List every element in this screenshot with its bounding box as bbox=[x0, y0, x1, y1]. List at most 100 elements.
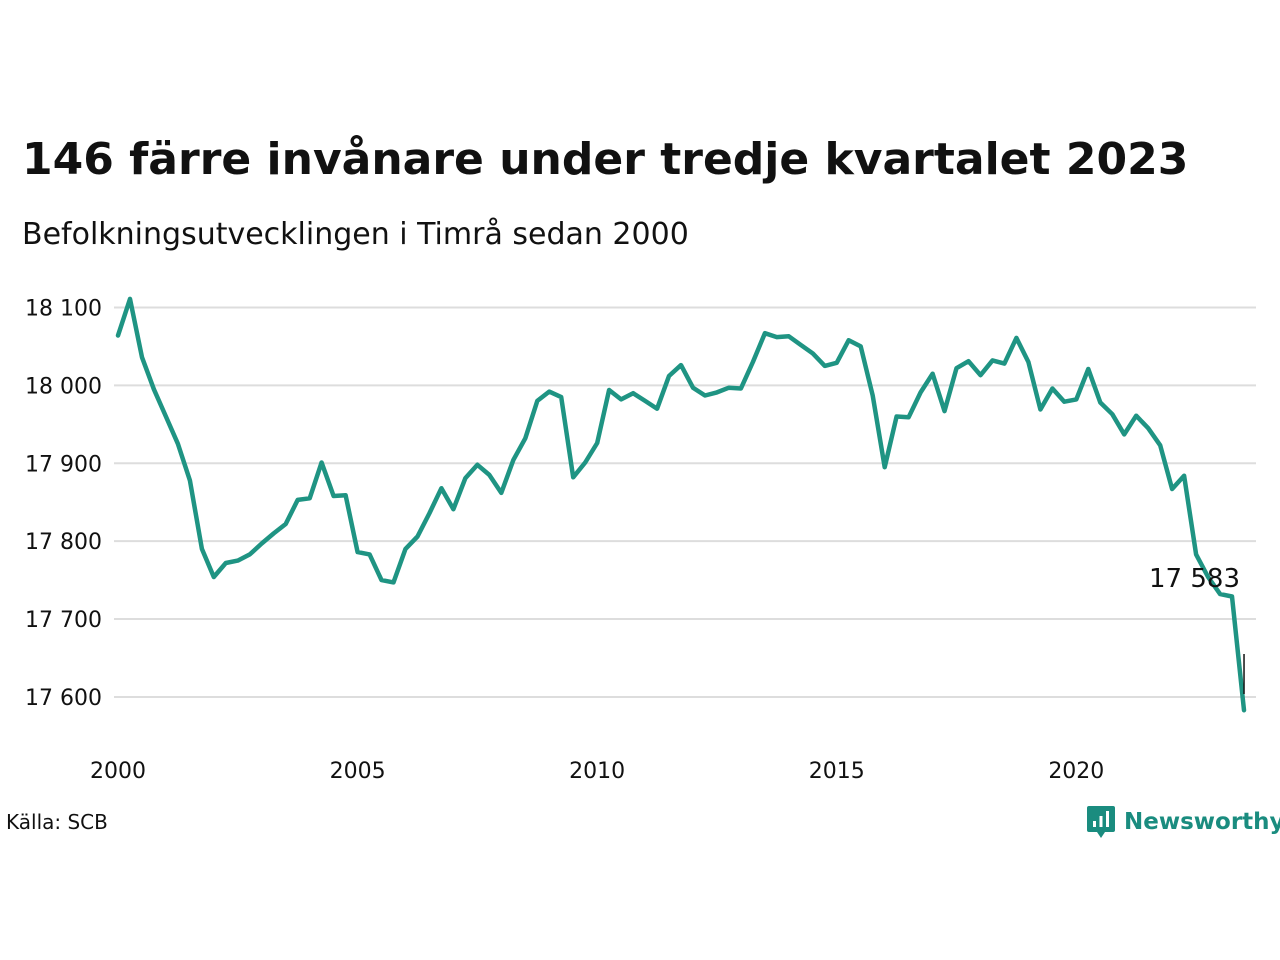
gridlines bbox=[114, 306, 1256, 698]
data-point bbox=[860, 345, 862, 347]
data-point bbox=[237, 560, 239, 562]
brand-name: Newsworthy bbox=[1124, 809, 1280, 835]
data-point bbox=[129, 298, 131, 300]
data-point bbox=[1219, 593, 1221, 595]
data-point bbox=[1147, 427, 1149, 429]
data-point bbox=[440, 487, 442, 489]
x-tick-label: 2005 bbox=[330, 759, 386, 784]
data-point bbox=[824, 365, 826, 367]
data-point bbox=[345, 494, 347, 496]
data-point bbox=[1087, 368, 1089, 370]
data-point bbox=[1171, 488, 1173, 490]
data-point bbox=[560, 396, 562, 398]
bar-chart-badge-icon bbox=[1087, 806, 1115, 838]
data-point bbox=[596, 442, 598, 444]
data-point bbox=[1111, 413, 1113, 415]
x-tick-label: 2015 bbox=[809, 759, 865, 784]
data-point bbox=[896, 416, 898, 418]
data-point bbox=[464, 477, 466, 479]
data-point bbox=[1027, 361, 1029, 363]
data-point bbox=[956, 367, 958, 369]
data-point bbox=[452, 508, 454, 510]
data-point bbox=[979, 374, 981, 376]
y-tick-label: 17 800 bbox=[25, 530, 102, 555]
data-point bbox=[1159, 444, 1161, 446]
data-point bbox=[812, 352, 814, 354]
y-tick-label: 17 700 bbox=[25, 608, 102, 633]
data-point bbox=[1099, 402, 1101, 404]
data-point bbox=[1243, 709, 1245, 711]
data-point bbox=[261, 542, 263, 544]
data-point bbox=[428, 512, 430, 514]
data-point bbox=[404, 548, 406, 550]
data-point bbox=[153, 388, 155, 390]
series-line bbox=[115, 296, 1247, 713]
data-point bbox=[1039, 409, 1041, 411]
data-point bbox=[572, 476, 574, 478]
data-point bbox=[704, 394, 706, 396]
data-point bbox=[1231, 595, 1233, 597]
data-point bbox=[944, 410, 946, 412]
data-point bbox=[656, 408, 658, 410]
y-tick-label: 18 000 bbox=[25, 374, 102, 399]
data-point bbox=[321, 461, 323, 463]
data-point bbox=[728, 387, 730, 389]
data-point bbox=[1195, 553, 1197, 555]
data-point bbox=[692, 387, 694, 389]
data-point bbox=[632, 392, 634, 394]
data-point bbox=[1015, 337, 1017, 339]
data-point bbox=[381, 579, 383, 581]
data-point bbox=[333, 495, 335, 497]
data-point bbox=[584, 461, 586, 463]
data-point bbox=[1075, 398, 1077, 400]
data-point bbox=[620, 398, 622, 400]
data-point bbox=[764, 332, 766, 334]
data-point bbox=[177, 443, 179, 445]
data-point bbox=[500, 492, 502, 494]
brand-logo: Newsworthy bbox=[1086, 802, 1280, 842]
data-point bbox=[644, 400, 646, 402]
y-tick-label: 17 900 bbox=[25, 452, 102, 477]
data-point bbox=[1051, 387, 1053, 389]
data-point bbox=[776, 336, 778, 338]
data-point bbox=[788, 335, 790, 337]
data-point bbox=[548, 391, 550, 393]
data-point bbox=[932, 373, 934, 375]
data-point bbox=[1135, 415, 1137, 417]
data-point bbox=[189, 479, 191, 481]
data-point bbox=[920, 391, 922, 393]
data-point bbox=[273, 532, 275, 534]
data-point bbox=[740, 387, 742, 389]
data-point bbox=[1207, 576, 1209, 578]
data-point bbox=[608, 389, 610, 391]
data-point bbox=[512, 459, 514, 461]
data-point bbox=[357, 551, 359, 553]
source-note: Källa: SCB bbox=[6, 810, 108, 834]
data-point bbox=[213, 576, 215, 578]
data-point bbox=[285, 523, 287, 525]
y-axis-ticks: 17 600 17 700 17 800 17 900 18 000 18 100 bbox=[25, 296, 102, 710]
data-point bbox=[908, 416, 910, 418]
data-point bbox=[680, 364, 682, 366]
series-lines bbox=[115, 296, 1247, 713]
data-point bbox=[752, 361, 754, 363]
data-point bbox=[872, 394, 874, 396]
data-point bbox=[1063, 401, 1065, 403]
x-tick-label: 2010 bbox=[569, 759, 625, 784]
data-point bbox=[488, 474, 490, 476]
data-point bbox=[1003, 363, 1005, 365]
data-point bbox=[1123, 433, 1125, 435]
chart-title: 146 färre invånare under tredje kvartale… bbox=[22, 134, 1189, 185]
data-point bbox=[141, 356, 143, 358]
data-point bbox=[309, 497, 311, 499]
x-tick-label: 2000 bbox=[90, 759, 146, 784]
y-tick-label: 18 100 bbox=[25, 296, 102, 321]
data-point bbox=[884, 466, 886, 468]
chart-subtitle: Befolkningsutvecklingen i Timrå sedan 20… bbox=[22, 217, 689, 252]
end-annotation: 17 583 bbox=[1149, 564, 1245, 694]
data-point bbox=[524, 437, 526, 439]
data-point bbox=[716, 391, 718, 393]
data-point bbox=[800, 344, 802, 346]
y-tick-label: 17 600 bbox=[25, 686, 102, 711]
data-point bbox=[991, 359, 993, 361]
